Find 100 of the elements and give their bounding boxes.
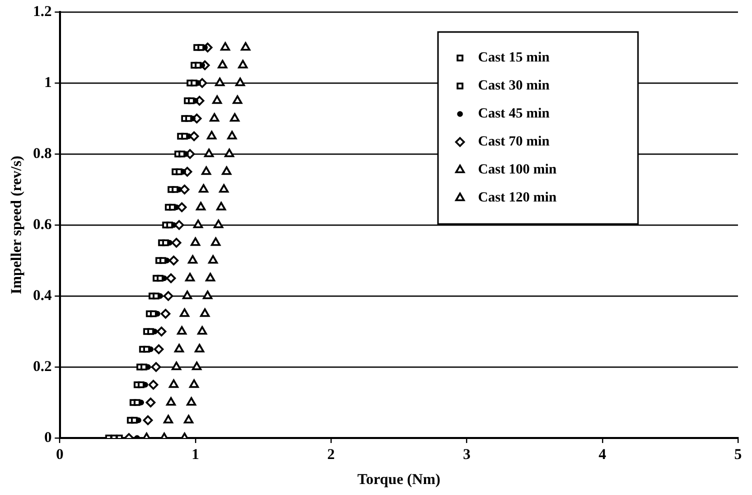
point	[185, 115, 192, 122]
point	[218, 60, 228, 68]
point	[172, 238, 182, 248]
point	[148, 380, 158, 390]
point	[172, 362, 182, 370]
point	[134, 399, 140, 406]
point	[188, 97, 195, 104]
point	[154, 344, 164, 354]
point	[143, 346, 150, 353]
legend-label: Cast 70 min	[478, 134, 550, 150]
point	[235, 78, 245, 86]
point	[190, 80, 198, 86]
point	[163, 414, 174, 424]
point	[204, 148, 214, 158]
point	[166, 222, 173, 228]
x-tick-label: 5	[734, 446, 742, 463]
x-tick-label: 3	[462, 446, 470, 463]
point	[189, 379, 199, 388]
point	[184, 414, 194, 424]
point	[232, 95, 242, 104]
point	[160, 308, 170, 319]
point	[182, 290, 192, 300]
point	[194, 344, 204, 352]
point	[214, 220, 224, 228]
point	[190, 237, 200, 246]
point	[174, 220, 184, 230]
x-tick-label: 1	[192, 446, 200, 463]
point	[206, 130, 216, 140]
x-tick-label: 0	[56, 446, 64, 463]
point	[193, 220, 203, 228]
y-axis-title: Impeller speed (rev/s)	[8, 156, 25, 294]
point	[143, 415, 153, 426]
point	[140, 364, 148, 370]
point	[196, 202, 206, 210]
point	[210, 113, 220, 122]
point	[156, 326, 166, 336]
legend-label: Cast 100 min	[478, 162, 557, 178]
point	[219, 184, 229, 193]
point	[192, 362, 202, 370]
point	[163, 291, 174, 301]
point	[216, 202, 226, 210]
point	[222, 166, 232, 175]
point	[202, 290, 212, 300]
legend-label: Cast 120 min	[478, 190, 557, 206]
point	[146, 398, 156, 408]
legend-label: Cast 30 min	[478, 78, 550, 94]
y-tick-label: 0.4	[33, 288, 52, 304]
point	[166, 273, 176, 284]
point	[151, 362, 161, 372]
point	[168, 204, 176, 211]
point	[130, 416, 138, 424]
point	[197, 44, 204, 51]
point	[162, 239, 169, 246]
y-tick-label: 0.6	[33, 216, 52, 233]
point	[189, 131, 199, 142]
point	[177, 326, 187, 335]
point	[215, 78, 225, 86]
point	[180, 184, 190, 194]
point	[208, 255, 218, 264]
point	[174, 344, 184, 352]
point	[212, 95, 222, 104]
point	[166, 397, 176, 406]
point	[201, 166, 212, 175]
point	[156, 274, 164, 282]
point	[176, 168, 182, 176]
point	[168, 379, 178, 388]
x-axis-title: Torque (Nm)	[357, 472, 440, 488]
y-tick-label: 0.8	[33, 146, 52, 162]
point	[198, 184, 208, 193]
point	[188, 255, 198, 264]
point	[178, 150, 186, 158]
point	[138, 381, 145, 388]
point	[186, 397, 196, 406]
point	[238, 60, 248, 68]
point	[197, 326, 207, 335]
point	[224, 148, 234, 158]
point	[185, 272, 195, 282]
y-tick-label: 1.2	[33, 4, 52, 20]
point	[152, 292, 160, 300]
point	[168, 256, 179, 266]
y-tick-label: 0	[44, 430, 52, 446]
legend-label: Cast 15 min	[478, 50, 550, 66]
point	[180, 308, 190, 317]
x-tick-label: 2	[327, 446, 335, 463]
point	[172, 186, 178, 193]
point	[206, 272, 216, 282]
point	[200, 308, 210, 317]
point	[150, 310, 157, 318]
y-tick-label: 0.2	[33, 358, 52, 375]
y-tick-label: 1	[44, 74, 52, 91]
x-tick-label: 4	[598, 446, 607, 463]
point	[240, 42, 250, 51]
legend-label: Cast 45 min	[478, 106, 550, 122]
point	[230, 113, 240, 122]
point	[227, 130, 237, 140]
point	[159, 257, 166, 264]
point	[181, 132, 188, 140]
point	[194, 62, 202, 69]
point	[210, 237, 221, 246]
point	[147, 328, 154, 335]
